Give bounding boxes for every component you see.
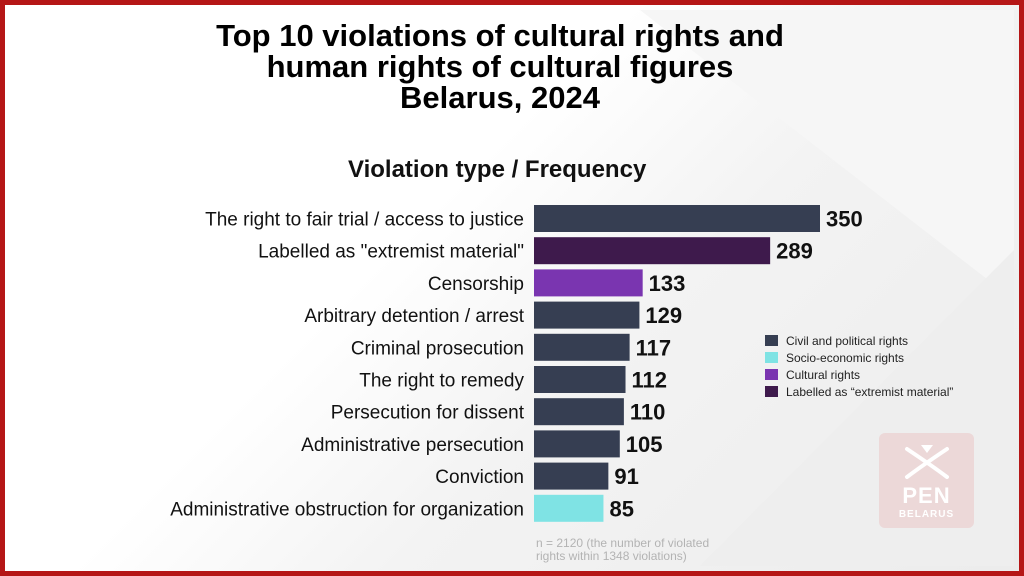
bar [534, 398, 624, 426]
bar [534, 333, 630, 361]
bar [534, 301, 640, 329]
bar [534, 237, 771, 265]
data-label: 350 [826, 207, 863, 232]
bar [534, 494, 604, 522]
logo-mark-icon [905, 445, 949, 479]
category-label: Persecution for dissent [331, 403, 525, 424]
category-label: The right to fair trial / access to just… [205, 210, 524, 231]
category-label: The right to remedy [359, 371, 524, 392]
data-label: 289 [776, 239, 813, 264]
data-label: 117 [636, 335, 672, 360]
legend-label-socio: Socio-economic rights [786, 350, 905, 365]
legend-label-civil: Civil and political rights [786, 333, 909, 348]
category-label: Arbitrary detention / arrest [304, 306, 524, 327]
pen-belarus-logo: PEN BELARUS [879, 433, 974, 528]
footnote-line-2: rights within 1348 violations) [536, 549, 687, 563]
legend-item-socio: Socio-economic rights [765, 350, 953, 365]
category-label: Criminal prosecution [351, 338, 524, 359]
title-line-3: Belarus, 2024 [400, 80, 600, 115]
category-label: Censorship [428, 274, 524, 295]
title-line-2: human rights of cultural figures [266, 49, 734, 84]
bar [534, 269, 643, 297]
category-label: Administrative obstruction for organizat… [170, 499, 524, 520]
data-label: 91 [614, 464, 638, 489]
legend-swatch-socio [765, 352, 778, 363]
footnote-line-1: n = 2120 (the number of violated [536, 536, 710, 550]
bar [534, 366, 626, 393]
data-label: 129 [645, 303, 682, 328]
bar [534, 462, 609, 490]
category-label: Labelled as "extremist material" [258, 242, 524, 263]
bar [534, 205, 820, 232]
data-label: 105 [626, 432, 663, 457]
legend-swatch-civil [765, 335, 778, 346]
logo-text-belarus: BELARUS [898, 509, 955, 520]
legend-label-cultural: Cultural rights [786, 367, 861, 382]
legend-label-extremist: Labelled as “extremist material” [786, 384, 954, 399]
data-label: 133 [649, 271, 686, 296]
chart-subtitle: Violation type / Frequency [348, 156, 647, 183]
legend-item-civil: Civil and political rights [765, 333, 953, 348]
chart-title: Top 10 violations of cultural rights and… [0, 20, 1000, 113]
legend: Civil and political rights Socio-economi… [765, 333, 953, 401]
legend-swatch-extremist [765, 386, 778, 397]
legend-item-extremist: Labelled as “extremist material” [765, 384, 953, 399]
legend-swatch-cultural [765, 369, 778, 380]
footnote: n = 2120 (the number of violated rights … [536, 537, 736, 563]
category-label: Conviction [435, 467, 524, 488]
bar [534, 430, 620, 458]
legend-item-cultural: Cultural rights [765, 367, 953, 382]
data-label: 112 [632, 368, 668, 393]
data-label: 85 [609, 496, 633, 521]
title-line-1: Top 10 violations of cultural rights and [216, 18, 784, 53]
data-label: 110 [630, 400, 666, 425]
logo-text-pen: PEN [902, 483, 951, 508]
category-label: Administrative persecution [301, 435, 524, 456]
